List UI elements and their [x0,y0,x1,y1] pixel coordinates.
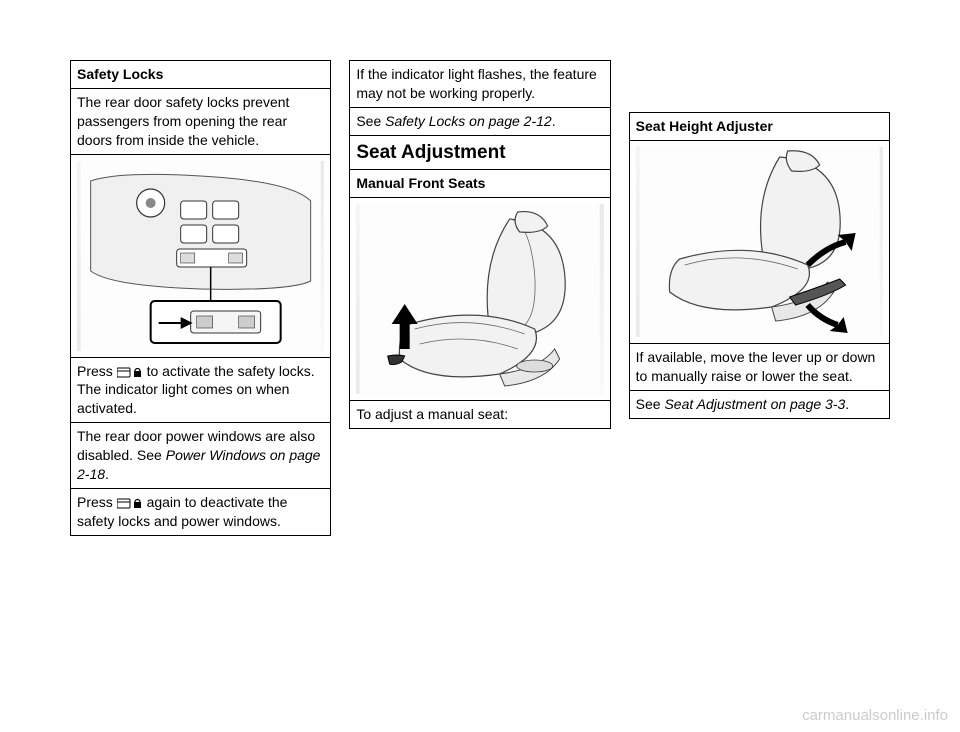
indicator-flash-note: If the indicator light flashes, the feat… [349,60,610,108]
safety-locks-intro: The rear door safety locks prevent passe… [70,89,331,155]
manual-seat-adjust-text: To adjust a manual seat: [349,401,610,429]
seat-adjustment-heading: Seat Adjustment [349,136,610,171]
safety-locks-heading: Safety Locks [70,60,331,89]
seat-height-figure [629,141,890,344]
seat-height-illustration [636,147,883,337]
seat-height-heading: Seat Height Adjuster [629,112,890,141]
safety-locks-ref: Safety Locks on page 2-12 [385,113,552,129]
pw-text-b: . [105,466,109,482]
sa-ref-a: See [636,396,665,412]
activate-instruction: Press to activate the safety locks. The … [70,358,331,424]
sa-ref-b: . [845,396,849,412]
seat-height-instruction: If available, move the lever up or down … [629,344,890,391]
seat-adjustment-ref-cell: See Seat Adjustment on page 3-3. [629,391,890,419]
seat-adjustment-ref: Seat Adjustment on page 3-3 [664,396,845,412]
door-panel-illustration [77,161,324,351]
safety-locks-ref-cell: See Safety Locks on page 2-12. [349,108,610,136]
manual-seat-figure [349,198,610,401]
power-windows-note: The rear door power windows are also dis… [70,423,331,489]
window-lock-icon [117,497,143,509]
door-panel-figure [70,155,331,358]
column-1: Safety Locks The rear door safety locks … [70,60,331,536]
sl-ref-b: . [552,113,556,129]
column-3: Seat Height Adjuster [629,60,890,536]
column-2: If the indicator light flashes, the feat… [349,60,610,536]
deactivate-instruction: Press again to deactivate the safety loc… [70,489,331,536]
sl-ref-a: See [356,113,385,129]
manual-page: Safety Locks The rear door safety locks … [70,60,890,536]
manual-front-seats-heading: Manual Front Seats [349,170,610,198]
watermark-text: carmanualsonline.info [802,707,948,724]
deactivate-text-a: Press [77,494,117,510]
window-lock-icon [117,366,143,378]
manual-seat-illustration [356,204,603,394]
activate-text-a: Press [77,363,117,379]
